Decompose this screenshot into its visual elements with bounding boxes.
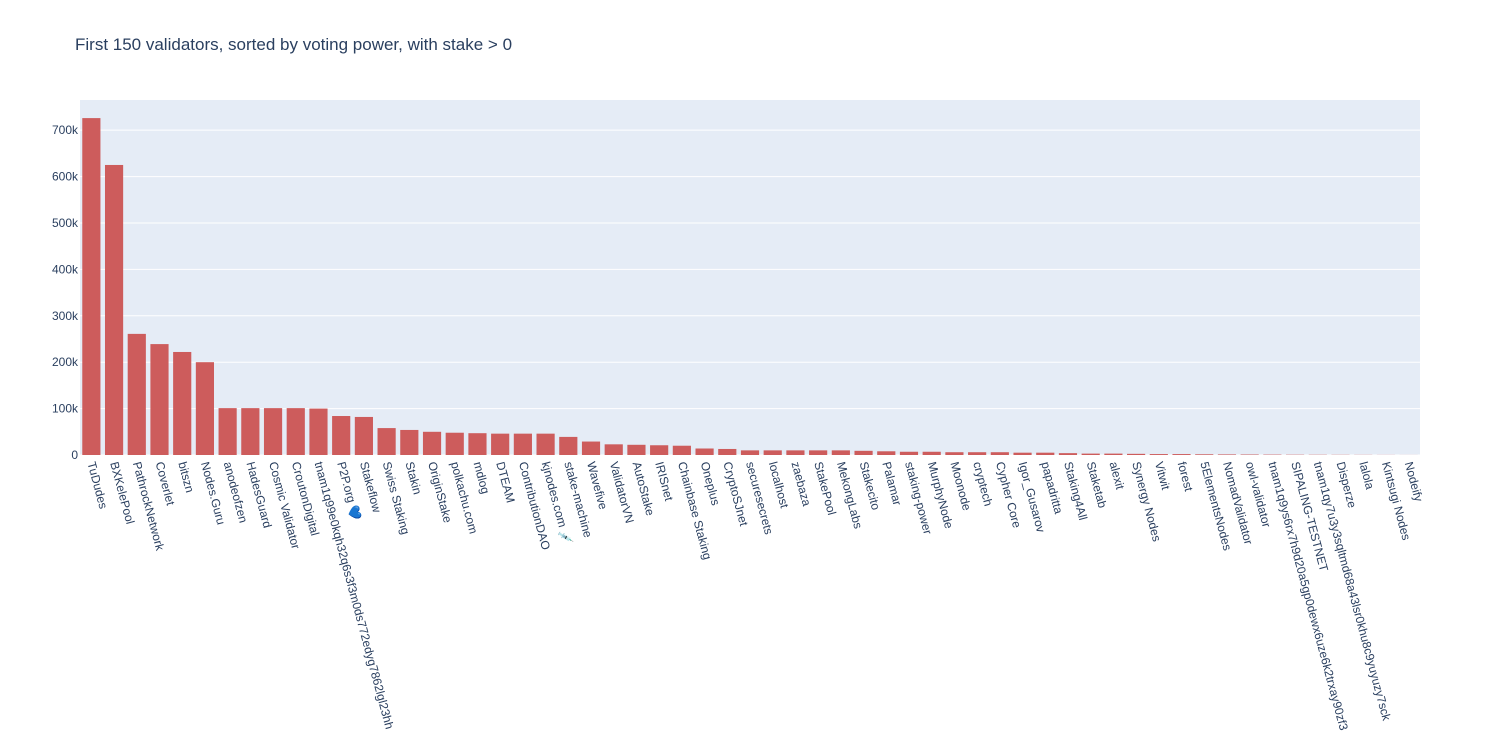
y-tick-label: 500k <box>52 216 79 230</box>
bar <box>559 436 578 455</box>
bar <box>1217 454 1237 455</box>
bar <box>945 452 964 455</box>
bar <box>286 408 305 455</box>
bar <box>536 433 555 455</box>
bar <box>854 450 873 455</box>
x-tick-label: cryptech <box>970 460 995 507</box>
bar <box>422 431 442 455</box>
bar <box>445 432 464 455</box>
x-tick-label: lalola <box>1356 460 1377 491</box>
x-tick-label: bitszn <box>175 460 197 494</box>
bar <box>1172 454 1191 455</box>
bar <box>104 164 124 455</box>
bar <box>309 408 328 455</box>
x-tick-label: IRISnet <box>652 460 676 503</box>
bar <box>332 416 351 455</box>
bar <box>990 452 1009 455</box>
x-tick-label: Wavefive <box>584 460 610 511</box>
x-tick-label: DTEAM <box>493 460 517 504</box>
x-tick-label: alexit <box>1106 460 1127 491</box>
y-tick-label: 100k <box>52 402 79 416</box>
bar <box>354 416 373 455</box>
bar <box>968 452 987 455</box>
y-tick-label: 700k <box>52 123 79 137</box>
x-tick-label: Staketab <box>1084 460 1110 510</box>
x-tick-label: Oneplus <box>698 460 723 507</box>
bar <box>831 450 850 455</box>
x-tick-label: Stakecito <box>857 460 883 512</box>
bar <box>150 344 169 455</box>
bar <box>263 408 283 455</box>
x-tick-label: Stakin <box>402 460 424 496</box>
bar <box>740 450 760 455</box>
y-tick-label: 600k <box>52 170 79 184</box>
x-tick-label: Nodeify <box>1402 460 1426 503</box>
x-tick-label: forest <box>1175 460 1196 493</box>
y-tick-label: 300k <box>52 309 79 323</box>
bar <box>581 441 601 455</box>
bar <box>127 333 146 455</box>
chart-title: First 150 validators, sorted by voting p… <box>75 35 512 54</box>
bar <box>922 451 941 455</box>
bar <box>1036 452 1055 455</box>
bar <box>1104 453 1123 455</box>
bar <box>627 444 646 455</box>
y-tick-label: 200k <box>52 355 79 369</box>
bar <box>899 451 919 455</box>
bar <box>650 445 669 455</box>
bar <box>491 433 510 455</box>
bar <box>604 444 623 455</box>
x-tick-label: zaebaza <box>789 460 814 508</box>
bar <box>1127 453 1146 455</box>
bar <box>513 433 532 455</box>
bar <box>1058 453 1078 455</box>
y-tick-label: 0 <box>71 448 78 462</box>
bar <box>877 451 896 455</box>
bar <box>218 408 237 455</box>
x-tick-label: Vitwit <box>1152 460 1173 492</box>
x-tick-label: mdlog <box>471 460 493 495</box>
bar <box>173 351 192 455</box>
plot-background <box>80 100 1420 455</box>
bar <box>763 450 782 455</box>
x-tick-label: StakePool <box>811 460 839 516</box>
bar <box>400 429 419 455</box>
x-tick-label: Disperze <box>1334 460 1360 510</box>
bar <box>672 445 691 455</box>
y-tick-label: 400k <box>52 262 79 276</box>
bar <box>809 450 828 455</box>
bar <box>82 118 101 456</box>
x-tick-label: localhost <box>766 460 792 510</box>
bar <box>241 408 260 455</box>
bar <box>695 448 714 455</box>
bar <box>468 433 487 455</box>
bar <box>377 428 396 455</box>
x-tick-label: Palamar <box>879 460 904 507</box>
x-tick-label: TuDudes <box>84 460 110 510</box>
bar <box>195 362 214 455</box>
bar <box>1013 452 1032 455</box>
bar <box>1195 454 1214 455</box>
bar <box>786 450 805 455</box>
bar <box>1081 453 1100 455</box>
x-tick-label: Coverlet <box>153 460 178 507</box>
bar <box>718 448 737 455</box>
x-tick-label: Moonode <box>948 460 975 512</box>
bar <box>1149 454 1168 455</box>
